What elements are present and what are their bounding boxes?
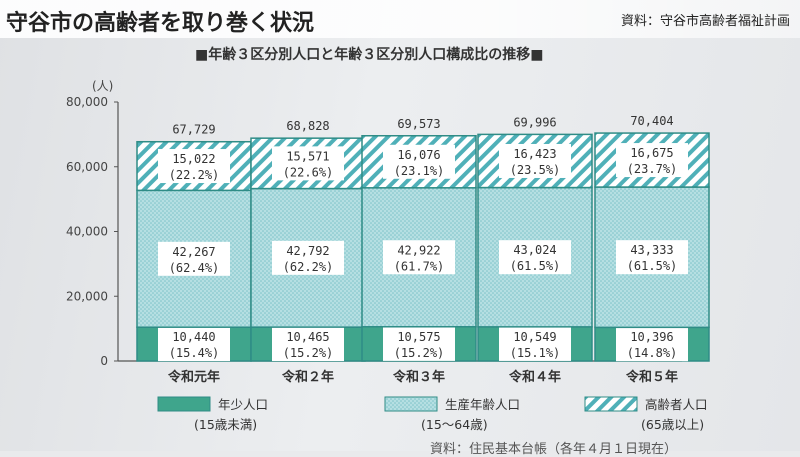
title-banner [0, 0, 800, 38]
x-tick-label: 令和３年 [393, 369, 445, 385]
segment-value-label: 42,792 [286, 244, 329, 258]
y-tick-label: 20,000 [66, 289, 108, 303]
segment-value-label: 42,267 [172, 245, 215, 259]
segment-share-label: (61.5%) [627, 259, 678, 273]
segment-value-label: 42,922 [397, 243, 440, 257]
segment-label-box [272, 327, 344, 362]
segment-label-box [158, 241, 230, 276]
segment-value-label: 10,549 [513, 330, 556, 344]
segment-label-box [616, 143, 688, 178]
source-note: 資料：守谷市高齢者福祉計画 [620, 14, 790, 29]
segment-share-label: (15.2%) [283, 346, 334, 360]
segment-label-box [499, 326, 571, 361]
bar-total-label: 69,573 [397, 117, 440, 131]
segment-label-box [383, 144, 455, 179]
bar-total-label: 67,729 [172, 123, 215, 137]
page-title: 守谷市の高齢者を取り巻く状況 [6, 11, 315, 36]
bar-total-label: 69,996 [513, 115, 556, 129]
bar-total-label: 68,828 [286, 119, 329, 133]
legend-sublabel: (15歳未満) [194, 417, 257, 432]
bar-total-label: 70,404 [630, 114, 673, 128]
legend-sublabel: (15～64歳) [421, 417, 488, 432]
segment-label-box [616, 327, 688, 362]
segment-value-label: 16,423 [513, 147, 556, 161]
segment-label-box [272, 240, 344, 275]
segment-share-label: (61.7%) [394, 259, 445, 273]
legend-label: 高齢者人口 [645, 397, 708, 412]
x-tick-label: 令和５年 [626, 369, 678, 385]
segment-share-label: (22.6%) [283, 165, 334, 179]
segment-value-label: 16,076 [397, 148, 440, 162]
y-tick-label: 0 [100, 354, 108, 368]
segment-share-label: (22.2%) [169, 168, 220, 182]
segment-label-box [158, 149, 230, 184]
y-tick-label: 80,000 [66, 95, 108, 109]
x-tick-label: 令和２年 [282, 369, 334, 385]
segment-label-box [158, 327, 230, 362]
segment-value-label: 10,396 [630, 330, 673, 344]
segment-value-label: 10,465 [286, 330, 329, 344]
legend-swatch [157, 396, 211, 412]
segment-label-box [499, 240, 571, 275]
segment-share-label: (15.1%) [510, 346, 561, 360]
segment-value-label: 43,333 [630, 243, 673, 257]
segment-share-label: (62.4%) [169, 261, 220, 275]
y-unit-label: (人) [92, 79, 113, 93]
segment-share-label: (61.5%) [510, 259, 561, 273]
segment-share-label: (23.1%) [394, 164, 445, 178]
segment-value-label: 16,675 [630, 146, 673, 160]
segment-share-label: (23.7%) [627, 162, 678, 176]
segment-share-label: (15.2%) [394, 346, 445, 360]
segment-label-box [383, 326, 455, 361]
legend-swatch [384, 396, 438, 412]
segment-value-label: 43,024 [513, 243, 556, 257]
x-tick-label: 令和４年 [509, 369, 561, 385]
legend-label: 年少人口 [218, 397, 268, 412]
data-footnote: 資料：住民基本台帳（各年４月１日現在） [430, 442, 678, 457]
x-tick-label: 令和元年 [168, 369, 220, 385]
chart-title: ■年齢３区分別人口と年齢３区分別人口構成比の推移■ [195, 47, 544, 63]
segment-value-label: 10,575 [397, 330, 440, 344]
segment-share-label: (14.8%) [627, 346, 678, 360]
legend-label: 生産年齢人口 [445, 397, 520, 412]
segment-label-box [383, 240, 455, 275]
segment-label-box [272, 146, 344, 181]
segment-value-label: 15,022 [172, 152, 215, 166]
segment-share-label: (62.2%) [283, 260, 334, 274]
y-tick-label: 60,000 [66, 160, 108, 174]
segment-value-label: 15,571 [286, 149, 329, 163]
segment-share-label: (15.4%) [169, 346, 220, 360]
legend-sublabel: (65歳以上) [641, 417, 704, 432]
y-tick-label: 40,000 [66, 225, 108, 239]
segment-label-box [616, 240, 688, 275]
legend-swatch [584, 396, 638, 412]
segment-value-label: 10,440 [172, 330, 215, 344]
segment-share-label: (23.5%) [510, 163, 561, 177]
segment-label-box [499, 143, 571, 178]
